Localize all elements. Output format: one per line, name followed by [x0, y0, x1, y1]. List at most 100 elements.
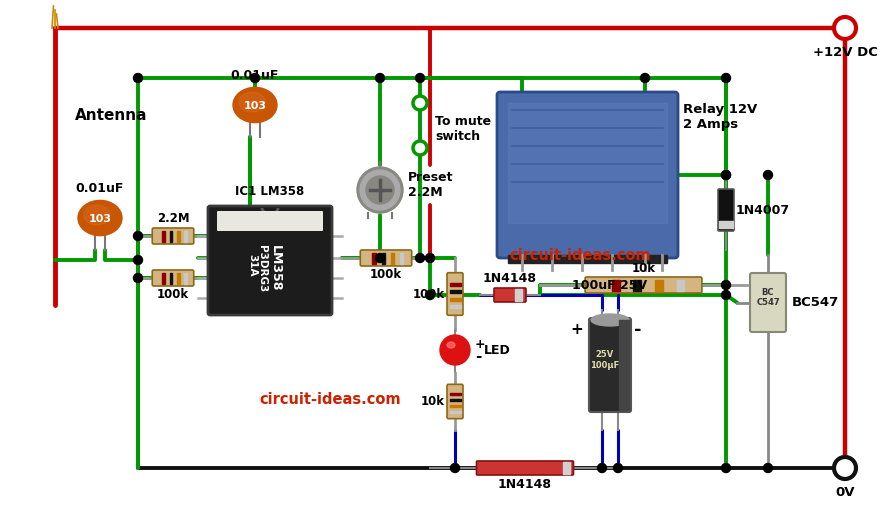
Text: 25V
100μF: 25V 100μF [590, 350, 620, 370]
Bar [184, 272, 187, 284]
Bar [177, 230, 180, 241]
Text: Preset
2.2M: Preset 2.2M [408, 171, 453, 199]
Text: 100k: 100k [157, 288, 189, 301]
Circle shape [597, 463, 606, 472]
Text: 10k: 10k [420, 395, 444, 408]
Text: 1N4148: 1N4148 [498, 478, 552, 491]
FancyBboxPatch shape [447, 385, 463, 419]
Circle shape [133, 74, 142, 83]
Circle shape [722, 280, 731, 289]
Circle shape [640, 74, 650, 83]
Ellipse shape [447, 342, 455, 348]
FancyBboxPatch shape [208, 206, 332, 315]
Circle shape [451, 463, 460, 472]
Circle shape [426, 290, 435, 299]
Text: 103: 103 [244, 101, 267, 111]
Text: To mute
switch: To mute switch [435, 115, 491, 143]
Circle shape [440, 335, 470, 365]
Circle shape [834, 17, 856, 39]
Text: 1N4007: 1N4007 [736, 204, 790, 217]
Circle shape [357, 167, 403, 213]
Circle shape [375, 254, 385, 262]
Circle shape [133, 256, 142, 265]
FancyBboxPatch shape [494, 288, 526, 302]
Bar [450, 283, 461, 286]
Text: circuit-ideas.com: circuit-ideas.com [509, 248, 651, 262]
Circle shape [834, 457, 856, 479]
FancyBboxPatch shape [477, 461, 573, 475]
Text: BC547: BC547 [792, 296, 839, 309]
Bar [612, 279, 620, 290]
Bar [633, 279, 641, 290]
Bar [372, 252, 376, 264]
Text: BC
C547: BC C547 [757, 288, 780, 307]
FancyBboxPatch shape [152, 270, 194, 286]
Text: LM358: LM358 [268, 245, 282, 292]
Circle shape [415, 74, 425, 83]
Circle shape [375, 74, 385, 83]
Bar [508, 103, 667, 223]
Bar [400, 252, 404, 264]
Text: +12V DC: +12V DC [813, 46, 877, 59]
Text: Relay 12V
2 Amps: Relay 12V 2 Amps [683, 103, 757, 131]
Circle shape [613, 463, 622, 472]
FancyBboxPatch shape [447, 272, 463, 315]
Text: 0V: 0V [836, 486, 854, 499]
FancyBboxPatch shape [718, 189, 734, 231]
Circle shape [413, 141, 427, 155]
FancyBboxPatch shape [360, 250, 412, 266]
Circle shape [366, 176, 394, 204]
Bar [162, 230, 165, 241]
Text: 1N4148: 1N4148 [483, 272, 537, 285]
Bar [450, 399, 461, 401]
Ellipse shape [239, 92, 265, 112]
Circle shape [722, 170, 731, 179]
Bar [655, 279, 663, 290]
Text: 10k: 10k [631, 261, 655, 275]
FancyBboxPatch shape [497, 92, 678, 258]
Bar [450, 411, 461, 413]
Bar [170, 230, 172, 241]
Bar [563, 462, 570, 474]
Bar [508, 255, 667, 263]
Bar [450, 393, 461, 395]
Bar [450, 404, 461, 407]
Text: Antenna: Antenna [75, 107, 148, 123]
Ellipse shape [84, 205, 110, 225]
Bar [177, 272, 180, 284]
Circle shape [133, 274, 142, 282]
Text: -: - [475, 349, 481, 363]
Circle shape [360, 170, 400, 210]
Circle shape [722, 463, 731, 472]
Text: circuit-ideas.com: circuit-ideas.com [260, 392, 401, 408]
Circle shape [722, 74, 731, 83]
Circle shape [251, 74, 260, 83]
Text: 2.2M: 2.2M [156, 213, 189, 226]
Circle shape [764, 170, 773, 179]
Circle shape [722, 170, 731, 179]
Circle shape [413, 96, 427, 110]
FancyBboxPatch shape [589, 318, 631, 412]
Text: 100uF 25V: 100uF 25V [573, 279, 647, 292]
Ellipse shape [591, 314, 629, 326]
Bar [450, 306, 461, 308]
Bar [381, 252, 385, 264]
Circle shape [764, 463, 773, 472]
Bar [450, 290, 461, 293]
Bar [719, 221, 733, 228]
Text: 100k: 100k [412, 288, 444, 300]
Text: LED: LED [484, 343, 511, 357]
Bar [184, 230, 187, 241]
Bar [170, 272, 172, 284]
Bar [619, 320, 629, 410]
Text: 0.01uF: 0.01uF [76, 183, 124, 195]
Text: +: + [475, 338, 485, 350]
Ellipse shape [78, 200, 122, 236]
Text: 0.01uF: 0.01uF [231, 69, 279, 83]
FancyBboxPatch shape [750, 273, 786, 332]
Circle shape [133, 231, 142, 240]
Ellipse shape [233, 87, 277, 123]
Circle shape [415, 254, 425, 262]
Bar [515, 289, 522, 301]
Text: IC1 LM358: IC1 LM358 [236, 185, 305, 198]
